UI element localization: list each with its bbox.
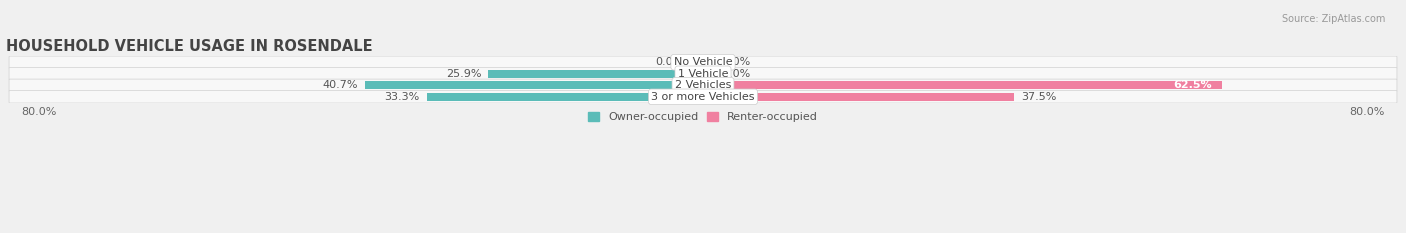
Text: 3 or more Vehicles: 3 or more Vehicles (651, 92, 755, 102)
Text: 40.7%: 40.7% (323, 80, 359, 90)
Text: 1 Vehicle: 1 Vehicle (678, 69, 728, 79)
FancyBboxPatch shape (8, 56, 1398, 69)
Text: 0.0%: 0.0% (723, 69, 751, 79)
Text: 0.0%: 0.0% (723, 57, 751, 67)
Bar (703, 93, 1014, 101)
FancyBboxPatch shape (8, 79, 1398, 92)
FancyBboxPatch shape (8, 68, 1398, 80)
Text: 0.0%: 0.0% (655, 57, 683, 67)
Text: 37.5%: 37.5% (1021, 92, 1056, 102)
Text: HOUSEHOLD VEHICLE USAGE IN ROSENDALE: HOUSEHOLD VEHICLE USAGE IN ROSENDALE (6, 39, 373, 54)
Text: 25.9%: 25.9% (446, 69, 481, 79)
Bar (703, 81, 1222, 89)
Bar (703, 70, 716, 78)
Bar (366, 81, 703, 89)
FancyBboxPatch shape (8, 91, 1398, 103)
Text: No Vehicle: No Vehicle (673, 57, 733, 67)
Bar (703, 58, 716, 66)
Text: Source: ZipAtlas.com: Source: ZipAtlas.com (1281, 14, 1385, 24)
Text: 33.3%: 33.3% (385, 92, 420, 102)
Bar (690, 58, 703, 66)
Legend: Owner-occupied, Renter-occupied: Owner-occupied, Renter-occupied (583, 108, 823, 127)
Bar (426, 93, 703, 101)
Text: 62.5%: 62.5% (1174, 80, 1212, 90)
Bar (488, 70, 703, 78)
Text: 2 Vehicles: 2 Vehicles (675, 80, 731, 90)
